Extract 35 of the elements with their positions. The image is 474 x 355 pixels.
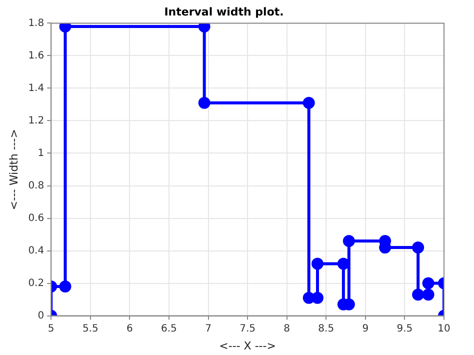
point — [342, 235, 355, 248]
y-tick-label: 1.6 — [28, 50, 44, 62]
x-tick-label: 6 — [126, 323, 133, 334]
y-tick-label: 0.2 — [28, 278, 44, 289]
y-tick-label: 0.4 — [28, 245, 44, 256]
chart-title: Interval width plot. — [164, 5, 284, 18]
x-tick-label: 7.5 — [240, 323, 256, 334]
y-tick-label: 0.8 — [28, 180, 44, 192]
x-tick-label: 9 — [362, 323, 369, 334]
point — [311, 258, 324, 270]
point — [198, 23, 210, 32]
x-tick-label: 5 — [48, 323, 54, 334]
y-tick-label: 1 — [38, 148, 44, 159]
y-tick-label: 0 — [38, 310, 44, 322]
point — [59, 280, 72, 293]
point — [412, 288, 424, 301]
x-tick-label: 8.5 — [318, 323, 334, 334]
x-tick-label: 10 — [438, 323, 450, 334]
point — [198, 96, 210, 109]
point — [422, 288, 434, 301]
point — [59, 23, 72, 32]
x-tick-label: 8 — [284, 323, 290, 334]
y-tick-label: 1.2 — [28, 115, 44, 126]
point — [302, 96, 315, 109]
y-axis-title: <--- Width ---> — [7, 128, 20, 210]
x-tick-label: 5.5 — [82, 323, 98, 334]
x-axis-title: <--- X ---> — [219, 339, 276, 352]
y-tick-label: 1.8 — [28, 18, 44, 29]
point — [422, 277, 434, 290]
x-tick-label: 7 — [205, 323, 212, 334]
y-tick-label: 0.6 — [28, 212, 44, 224]
x-tick-label: 9.5 — [396, 323, 413, 334]
x-tick-label: 6.5 — [161, 323, 177, 334]
point — [412, 242, 424, 254]
y-tick-label: 1.4 — [28, 82, 44, 94]
